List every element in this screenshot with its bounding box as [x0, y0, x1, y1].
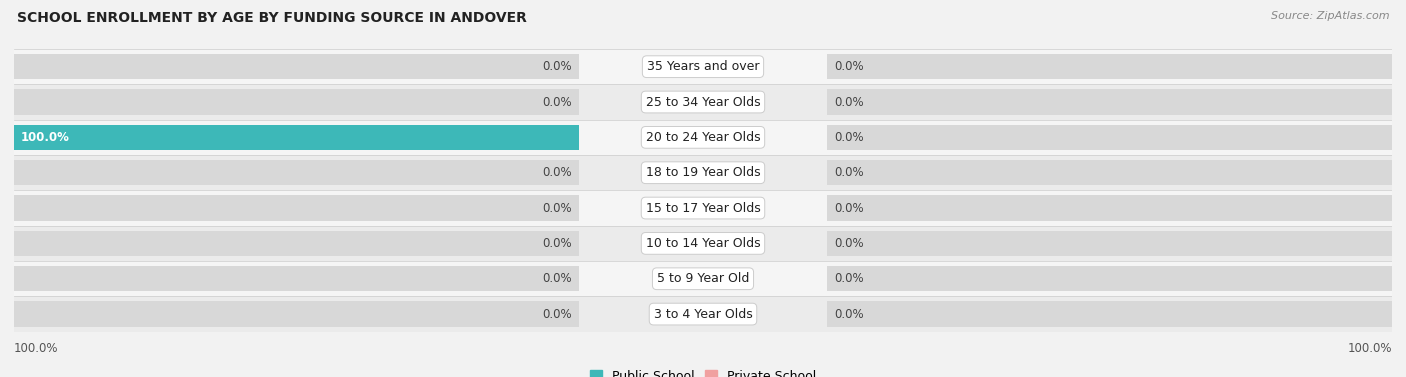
Text: 0.0%: 0.0%: [834, 166, 863, 179]
Text: 15 to 17 Year Olds: 15 to 17 Year Olds: [645, 202, 761, 215]
Text: 0.0%: 0.0%: [543, 60, 572, 73]
Bar: [14, 125, 579, 150]
Text: 18 to 19 Year Olds: 18 to 19 Year Olds: [645, 166, 761, 179]
Text: 100.0%: 100.0%: [21, 131, 70, 144]
Text: 20 to 24 Year Olds: 20 to 24 Year Olds: [645, 131, 761, 144]
Text: 100.0%: 100.0%: [1347, 342, 1392, 356]
Bar: [14, 54, 579, 80]
Text: 10 to 14 Year Olds: 10 to 14 Year Olds: [645, 237, 761, 250]
Bar: [14, 84, 1392, 120]
Text: 0.0%: 0.0%: [834, 60, 863, 73]
Text: 0.0%: 0.0%: [834, 95, 863, 109]
Text: 3 to 4 Year Olds: 3 to 4 Year Olds: [654, 308, 752, 320]
Text: 25 to 34 Year Olds: 25 to 34 Year Olds: [645, 95, 761, 109]
Bar: [827, 231, 1392, 256]
Legend: Public School, Private School: Public School, Private School: [585, 365, 821, 377]
Text: 0.0%: 0.0%: [834, 308, 863, 320]
Bar: [14, 190, 1392, 226]
Text: 0.0%: 0.0%: [834, 202, 863, 215]
Bar: [827, 160, 1392, 185]
Bar: [14, 301, 579, 327]
Text: 0.0%: 0.0%: [543, 308, 572, 320]
Bar: [14, 155, 1392, 190]
Bar: [14, 89, 579, 115]
Text: SCHOOL ENROLLMENT BY AGE BY FUNDING SOURCE IN ANDOVER: SCHOOL ENROLLMENT BY AGE BY FUNDING SOUR…: [17, 11, 527, 25]
Bar: [14, 231, 579, 256]
Bar: [14, 226, 1392, 261]
Bar: [827, 89, 1392, 115]
Bar: [14, 296, 1392, 332]
Text: 35 Years and over: 35 Years and over: [647, 60, 759, 73]
Bar: [827, 301, 1392, 327]
Bar: [14, 266, 579, 291]
Bar: [14, 261, 1392, 296]
Bar: [14, 49, 1392, 84]
Text: 0.0%: 0.0%: [543, 95, 572, 109]
Text: 0.0%: 0.0%: [543, 202, 572, 215]
Text: 100.0%: 100.0%: [14, 342, 59, 356]
Text: Source: ZipAtlas.com: Source: ZipAtlas.com: [1271, 11, 1389, 21]
Text: 0.0%: 0.0%: [834, 131, 863, 144]
Text: 0.0%: 0.0%: [543, 237, 572, 250]
Bar: [14, 195, 579, 221]
Bar: [14, 125, 579, 150]
Text: 5 to 9 Year Old: 5 to 9 Year Old: [657, 272, 749, 285]
Text: 0.0%: 0.0%: [834, 272, 863, 285]
Bar: [827, 195, 1392, 221]
Text: 0.0%: 0.0%: [834, 237, 863, 250]
Bar: [14, 160, 579, 185]
Text: 0.0%: 0.0%: [543, 272, 572, 285]
Bar: [827, 54, 1392, 80]
Text: 0.0%: 0.0%: [543, 166, 572, 179]
Bar: [14, 120, 1392, 155]
Bar: [827, 266, 1392, 291]
Bar: [827, 125, 1392, 150]
